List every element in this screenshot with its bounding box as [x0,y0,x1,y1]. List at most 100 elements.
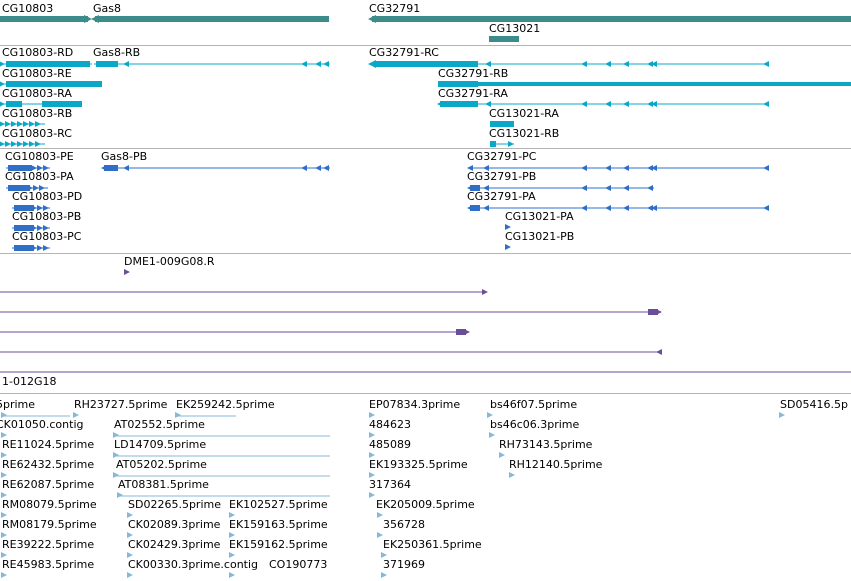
mrna-cg10803-rd-exon-8[interactable] [6,61,42,67]
cds-cg32791-pb-exon-96[interactable] [470,185,480,191]
cds-cg32791-pa-exon-109[interactable] [470,205,480,211]
feature-label-cg13021-pa[interactable]: CG13021-PA [505,210,574,223]
gene-gas8-exon-2[interactable] [95,16,329,22]
cds-cg10803-pc-exon-124[interactable] [14,245,34,251]
mrna-cg13021-rb-exon-67[interactable] [490,141,496,147]
mrna-cg10803-ra-exon-35[interactable] [6,101,22,107]
mrna-cg32791-ra-strand-arrow-44 [623,101,629,107]
feature-label-ek102527-5prime[interactable]: EK102527.5prime [229,498,328,511]
feature-label-cg13021-pb[interactable]: CG13021-PB [505,230,575,243]
feature-label-5prime[interactable]: 5prime [0,398,36,411]
feature-label-484623[interactable]: 484623 [369,418,411,431]
feature-label-rm08079-5prime[interactable]: RM08079.5prime [2,498,97,511]
feature-label-bs46c06-3prime[interactable]: bs46c06.3prime [490,418,580,431]
feature-label-cg10803-pc[interactable]: CG10803-PC [12,230,82,243]
mrna-cg10803-rb-strand-arrow-53 [23,121,29,127]
feature-label-at08381-5prime[interactable]: AT08381.5prime [118,478,209,491]
feature-label-ek159163-5prime[interactable]: EK159163.5prime [229,518,328,531]
feature-label-rh12140-5prime[interactable]: RH12140.5prime [509,458,603,471]
feature-label-cg32791-ra[interactable]: CG32791-RA [438,87,508,100]
feature-label-dme1-009g08-r[interactable]: DME1-009G08.R [124,255,215,268]
feature-label-cg32791-pa[interactable]: CG32791-PA [467,190,536,203]
mrna-cg13021-ra-exon-64[interactable] [490,121,514,127]
gene-cg32791-exon-4[interactable] [372,16,851,22]
feature-label-re11024-5prime[interactable]: RE11024.5prime [2,438,95,451]
feature-label-ek250361-5prime[interactable]: EK250361.5prime [383,538,482,551]
feature-label-ck01050-contig[interactable]: CK01050.contig [0,418,84,431]
feature-label-356728[interactable]: 356728 [383,518,425,531]
feature-label-ck00330-3prime-contig[interactable]: CK00330.3prime.contig [128,558,259,571]
feature-label-rm08179-5prime[interactable]: RM08179.5prime [2,518,97,531]
feature-label-re45983-5prime[interactable]: RE45983.5prime [2,558,95,571]
feature-label-cg13021-ra[interactable]: CG13021-RA [489,107,559,120]
feature-label-cg13021-rb[interactable]: CG13021-RB [489,127,560,140]
feature-label-bs46f07-5prime[interactable]: bs46f07.5prime [490,398,578,411]
feature-label-gas8[interactable]: Gas8 [93,2,121,15]
clone-alignment-exon-137[interactable] [456,329,466,335]
feature-label-cg32791-rc[interactable]: CG32791-RC [369,46,439,59]
feature-label-cg10803-pa[interactable]: CG10803-PA [5,170,74,183]
clone-alignment-exon-134[interactable] [648,309,658,315]
mrna-gas8-rb-strand-arrow-17 [323,61,329,67]
feature-label-ek159162-5prime[interactable]: EK159162.5prime [229,538,328,551]
feature-label-sd02265-5prime[interactable]: SD02265.5prime [128,498,221,511]
cds-cg10803-pb-exon-119[interactable] [14,225,34,231]
feature-label-gas8-rb[interactable]: Gas8-RB [93,46,141,59]
feature-label-cg10803-rd[interactable]: CG10803-RD [2,46,74,59]
feature-label-cg13021[interactable]: CG13021 [489,22,541,35]
feature-label-485089[interactable]: 485089 [369,438,411,451]
feature-label-cg10803-pb[interactable]: CG10803-PB [12,210,82,223]
feature-label-cg10803[interactable]: CG10803 [2,2,54,15]
feature-label-cg32791-rb[interactable]: CG32791-RB [438,67,509,80]
feature-label-cg32791-pc[interactable]: CG32791-PC [467,150,537,163]
feature-label-cg10803-rc[interactable]: CG10803-RC [2,127,72,140]
feature-label-at05202-5prime[interactable]: AT05202.5prime [116,458,207,471]
mrna-cg32791-rc-strand-arrow-24 [623,61,629,67]
feature-label-gas8-pb[interactable]: Gas8-PB [101,150,148,163]
feature-label-re39222-5prime[interactable]: RE39222.5prime [2,538,95,551]
feature-label-ep07834-3prime[interactable]: EP07834.3prime [369,398,461,411]
feature-label-1-012g18[interactable]: 1-012G18 [2,375,57,388]
gene-cg10803-exon-0[interactable] [0,16,88,22]
feature-label-cg32791[interactable]: CG32791 [369,2,421,15]
cds-cg10803-pd-exon-104[interactable] [14,205,34,211]
feature-label-317364[interactable]: 317364 [369,478,411,491]
feature-label-co190773[interactable]: CO190773 [269,558,328,571]
mrna-cg10803-rd-exon-9[interactable] [42,61,90,67]
cds-cg32791-pa-strand-arrow-111 [483,205,489,211]
feature-label-ld14709-5prime[interactable]: LD14709.5prime [114,438,207,451]
mrna-cg32791-rb-exon-32[interactable] [438,81,478,87]
mrna-cg10803-re-exon-29[interactable] [6,81,102,87]
feature-label-ek205009-5prime[interactable]: EK205009.5prime [376,498,475,511]
cds-gas8-pb-strand-arrow-80 [323,165,329,171]
feature-label-cg10803-rb[interactable]: CG10803-RB [2,107,73,120]
feature-label-sd05416-5p[interactable]: SD05416.5p [780,398,848,411]
mrna-cg10803-ra-exon-36[interactable] [42,101,82,107]
feature-label-re62087-5prime[interactable]: RE62087.5prime [2,478,95,491]
feature-label-cg10803-pe[interactable]: CG10803-PE [5,150,74,163]
cds-cg10803-pe-exon-70[interactable] [8,165,32,171]
feature-label-ek193325-5prime[interactable]: EK193325.5prime [369,458,468,471]
mrna-cg32791-rb-exon-33[interactable] [478,82,851,86]
feature-label-371969[interactable]: 371969 [383,558,425,571]
feature-label-rh73143-5prime[interactable]: RH73143.5prime [499,438,593,451]
feature-label-cg10803-ra[interactable]: CG10803-RA [2,87,72,100]
cds-cg10803-pa-exon-91[interactable] [8,185,30,191]
feature-label-cg32791-pb[interactable]: CG32791-PB [467,170,537,183]
cds-gas8-pb-exon-75[interactable] [104,165,118,171]
mrna-cg32791-ra-exon-39[interactable] [440,101,478,107]
gene-cg13021-exon-6[interactable] [489,36,519,42]
feature-label-ck02089-3prime[interactable]: CK02089.3prime [128,518,221,531]
feature-label-ek259242-5prime[interactable]: EK259242.5prime [176,398,275,411]
feature-label-ck02429-3prime[interactable]: CK02429.3prime [128,538,221,551]
feature-label-rh23727-5prime[interactable]: RH23727.5prime [74,398,168,411]
feature-label-cg10803-pd[interactable]: CG10803-PD [12,190,83,203]
cds-cg10803-pe-strand-arrow-71 [31,165,37,171]
feature-label-at02552-5prime[interactable]: AT02552.5prime [114,418,205,431]
feature-label-cg10803-re[interactable]: CG10803-RE [2,67,72,80]
mrna-cg32791-rc-exon-19[interactable] [374,61,478,67]
feature-label-re62432-5prime[interactable]: RE62432.5prime [2,458,95,471]
mrna-gas8-rb-exon-12[interactable] [96,61,118,67]
